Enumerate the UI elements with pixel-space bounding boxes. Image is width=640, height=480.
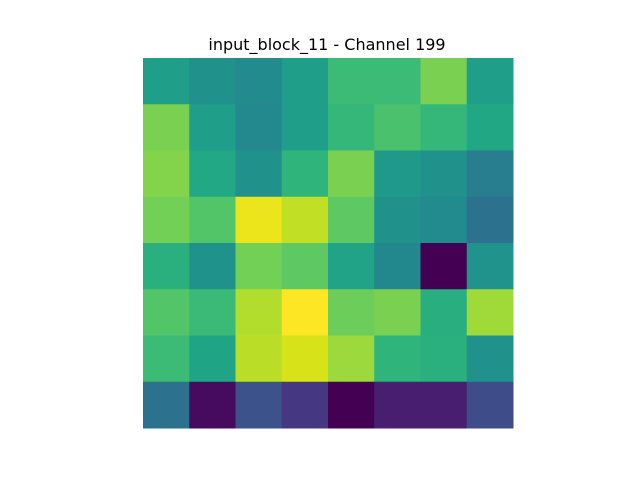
heatmap-cell-r1-c3 [281,104,329,151]
heatmap-cell-r4-c2 [235,243,283,290]
heatmap-cell-r3-c7 [466,196,514,244]
heatmap-cell-r2-c4 [328,150,375,198]
heatmap-cell-r2-c0 [143,150,190,198]
heatmap-cell-r0-c2 [235,58,283,105]
heatmap-grid [143,58,514,429]
heatmap-cell-r0-c1 [189,58,236,105]
heatmap-cell-r1-c7 [466,104,514,151]
heatmap-cell-r0-c7 [466,58,514,105]
heatmap-cell-r7-c3 [281,381,329,429]
heatmap-cell-r3-c3 [281,196,329,244]
heatmap-cell-r2-c1 [189,150,236,198]
heatmap-cell-r0-c4 [328,58,375,105]
heatmap-cell-r7-c1 [189,381,236,429]
heatmap-cell-r3-c1 [189,196,236,244]
heatmap-cell-r4-c4 [328,243,375,290]
heatmap-cell-r5-c6 [420,289,468,336]
heatmap-cell-r5-c2 [235,289,283,336]
heatmap-cell-r1-c0 [143,104,190,151]
heatmap-cell-r6-c2 [235,335,283,383]
heatmap-cell-r7-c5 [374,381,421,429]
heatmap-cell-r5-c1 [189,289,236,336]
heatmap-cell-r0-c5 [374,58,421,105]
heatmap-cell-r3-c6 [420,196,468,244]
heatmap-cell-r6-c4 [328,335,375,383]
heatmap-cell-r0-c3 [281,58,329,105]
heatmap-cell-r3-c4 [328,196,375,244]
heatmap-cell-r7-c0 [143,381,190,429]
heatmap-cell-r2-c3 [281,150,329,198]
heatmap-cell-r6-c5 [374,335,421,383]
heatmap-cell-r6-c7 [466,335,514,383]
heatmap-cell-r6-c6 [420,335,468,383]
heatmap-cell-r6-c0 [143,335,190,383]
heatmap-cell-r5-c0 [143,289,190,336]
heatmap-cell-r7-c6 [420,381,468,429]
heatmap-cell-r1-c1 [189,104,236,151]
heatmap-cell-r7-c2 [235,381,283,429]
heatmap-cell-r1-c6 [420,104,468,151]
heatmap-cell-r3-c5 [374,196,421,244]
heatmap-cell-r4-c1 [189,243,236,290]
heatmap-cell-r6-c3 [281,335,329,383]
heatmap-cell-r7-c7 [466,381,514,429]
heatmap-cell-r0-c0 [143,58,190,105]
heatmap-cell-r1-c2 [235,104,283,151]
heatmap-cell-r3-c0 [143,196,190,244]
heatmap-cell-r7-c4 [328,381,375,429]
heatmap-cell-r4-c6 [420,243,468,290]
heatmap-cell-r0-c6 [420,58,468,105]
heatmap-cell-r5-c3 [281,289,329,336]
heatmap-cell-r5-c4 [328,289,375,336]
heatmap-cell-r4-c0 [143,243,190,290]
heatmap-cell-r2-c5 [374,150,421,198]
heatmap-cell-r4-c5 [374,243,421,290]
heatmap-cell-r5-c7 [466,289,514,336]
heatmap-cell-r4-c7 [466,243,514,290]
heatmap-cell-r2-c6 [420,150,468,198]
heatmap-cell-r5-c5 [374,289,421,336]
heatmap-cell-r3-c2 [235,196,283,244]
heatmap-cell-r1-c5 [374,104,421,151]
heatmap-cell-r1-c4 [328,104,375,151]
heatmap-cell-r4-c3 [281,243,329,290]
chart-title: input_block_11 - Channel 199 [208,35,445,55]
heatmap-cell-r2-c7 [466,150,514,198]
heatmap-cell-r6-c1 [189,335,236,383]
heatmap-cell-r2-c2 [235,150,283,198]
